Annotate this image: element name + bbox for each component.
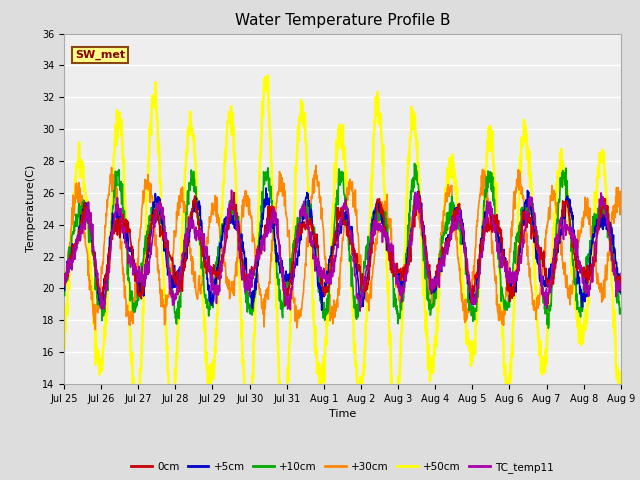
Line: +30cm: +30cm — [64, 165, 640, 330]
TC_temp11 — [346, 228, 354, 234]
0cm — [415, 188, 422, 194]
+30cm — [60, 288, 68, 293]
TC_temp11 — [502, 266, 509, 272]
+50cm — [153, 116, 161, 122]
+10cm — [502, 298, 509, 304]
+30cm — [346, 180, 354, 186]
+5cm — [153, 200, 161, 206]
+30cm — [502, 293, 509, 299]
+5cm — [589, 236, 596, 242]
Y-axis label: Temperature(C): Temperature(C) — [26, 165, 36, 252]
+10cm — [346, 258, 353, 264]
0cm — [282, 302, 289, 308]
+50cm — [502, 386, 509, 392]
TC_temp11 — [60, 283, 68, 289]
+10cm — [153, 211, 161, 217]
+10cm — [545, 325, 552, 331]
+30cm — [312, 162, 320, 168]
+5cm — [346, 226, 354, 232]
Line: +50cm: +50cm — [64, 75, 640, 436]
+50cm — [335, 130, 343, 135]
0cm — [60, 271, 68, 276]
Line: +5cm: +5cm — [64, 188, 640, 310]
+5cm — [502, 268, 509, 274]
+30cm — [154, 245, 161, 251]
TC_temp11 — [228, 187, 236, 193]
Line: +10cm: +10cm — [64, 163, 640, 328]
0cm — [589, 254, 596, 260]
+5cm — [335, 232, 343, 238]
0cm — [502, 269, 509, 275]
+10cm — [411, 160, 419, 166]
+30cm — [335, 275, 343, 280]
+50cm — [280, 433, 287, 439]
+30cm — [92, 327, 99, 333]
+10cm — [589, 214, 596, 220]
0cm — [346, 233, 354, 239]
+10cm — [335, 185, 342, 191]
+50cm — [60, 336, 68, 342]
+50cm — [264, 72, 272, 78]
Line: TC_temp11: TC_temp11 — [64, 190, 640, 311]
TC_temp11 — [153, 204, 161, 210]
Legend: 0cm, +5cm, +10cm, +30cm, +50cm, TC_temp11: 0cm, +5cm, +10cm, +30cm, +50cm, TC_temp1… — [127, 457, 558, 477]
+50cm — [589, 228, 596, 234]
TC_temp11 — [356, 308, 364, 314]
+50cm — [346, 263, 354, 268]
+5cm — [262, 185, 270, 191]
Text: SW_met: SW_met — [75, 50, 125, 60]
TC_temp11 — [589, 268, 596, 274]
0cm — [153, 207, 161, 213]
X-axis label: Time: Time — [329, 409, 356, 419]
+30cm — [589, 238, 596, 243]
Line: 0cm: 0cm — [64, 191, 640, 305]
Title: Water Temperature Profile B: Water Temperature Profile B — [235, 13, 450, 28]
+10cm — [60, 286, 68, 292]
0cm — [335, 213, 342, 219]
TC_temp11 — [335, 231, 342, 237]
+5cm — [60, 279, 68, 285]
+5cm — [318, 307, 326, 313]
